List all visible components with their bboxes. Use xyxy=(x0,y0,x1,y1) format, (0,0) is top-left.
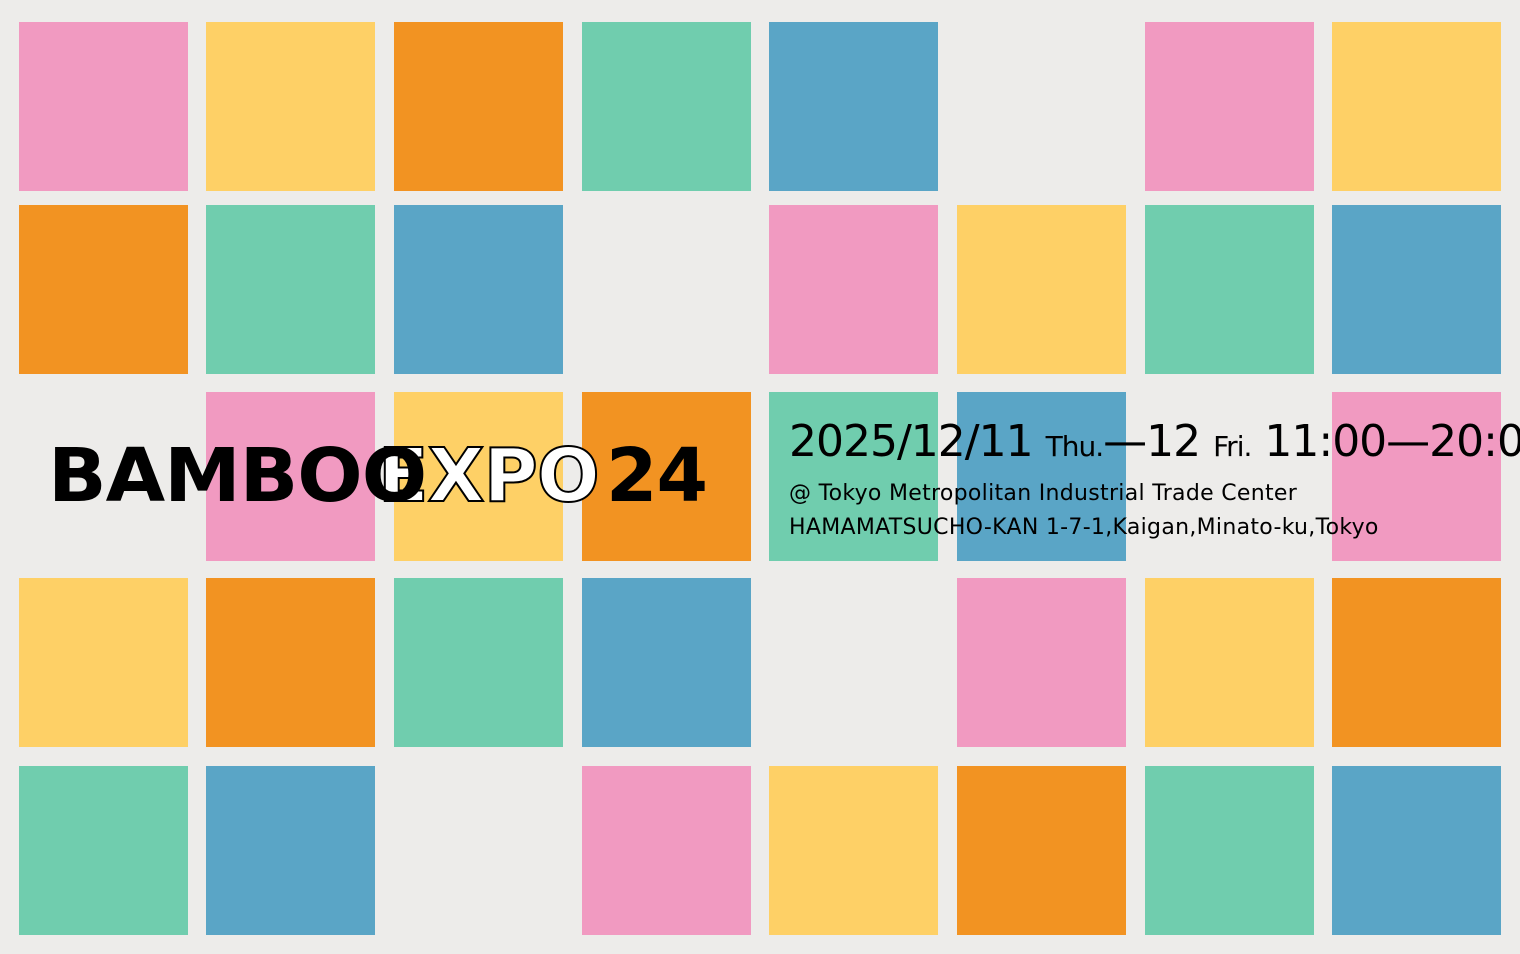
address: HAMAMATSUCHO-KAN 1-7-1,Kaigan,Minato-ku,… xyxy=(789,515,1379,540)
color-tile xyxy=(394,22,563,191)
color-tile xyxy=(582,578,751,747)
title-number: 24 xyxy=(606,433,708,519)
color-tile xyxy=(957,766,1126,935)
color-tile xyxy=(1145,22,1314,191)
color-tile xyxy=(206,392,375,561)
color-tile xyxy=(957,578,1126,747)
day-start: Thu. xyxy=(1045,430,1104,463)
color-tile xyxy=(19,766,188,935)
event-time: 11:00—20:00 xyxy=(1264,416,1520,467)
color-tile xyxy=(1332,766,1501,935)
color-tile xyxy=(769,205,938,374)
day-end: Fri. xyxy=(1213,430,1252,463)
color-tile xyxy=(1332,22,1501,191)
color-tile xyxy=(206,205,375,374)
color-tile xyxy=(19,22,188,191)
color-tile xyxy=(582,22,751,191)
color-tile xyxy=(1332,392,1501,561)
color-tile xyxy=(582,392,751,561)
color-tile xyxy=(206,766,375,935)
title-bamboo: BAMBOO xyxy=(48,433,427,519)
color-tile xyxy=(394,205,563,374)
color-tile xyxy=(206,22,375,191)
venue: @ Tokyo Metropolitan Industrial Trade Ce… xyxy=(789,481,1298,506)
title-expo: EXPO xyxy=(377,433,601,519)
color-tile xyxy=(957,392,1126,561)
color-tile xyxy=(19,578,188,747)
color-tile xyxy=(957,205,1126,374)
color-tile xyxy=(394,392,563,561)
color-tile xyxy=(1332,578,1501,747)
date-dash: — xyxy=(1103,416,1147,467)
date-start: 2025/12/11 xyxy=(789,416,1034,467)
event-title: BAMBOO EXPO 24 xyxy=(48,433,708,519)
date-end: 12 xyxy=(1146,416,1201,467)
color-tile xyxy=(394,578,563,747)
color-tile xyxy=(769,22,938,191)
color-tile xyxy=(1145,578,1314,747)
event-date: 2025/12/11 Thu.—12 Fri. 11:00—20:00 xyxy=(789,416,1520,467)
color-tile xyxy=(769,766,938,935)
color-tile xyxy=(1145,205,1314,374)
color-tile xyxy=(206,578,375,747)
color-tile xyxy=(1145,766,1314,935)
color-tile xyxy=(19,205,188,374)
event-info: 2025/12/11 Thu.—12 Fri. 11:00—20:00 @ To… xyxy=(789,416,1520,545)
color-tile xyxy=(1332,205,1501,374)
color-tile xyxy=(582,766,751,935)
color-tile xyxy=(769,392,938,561)
